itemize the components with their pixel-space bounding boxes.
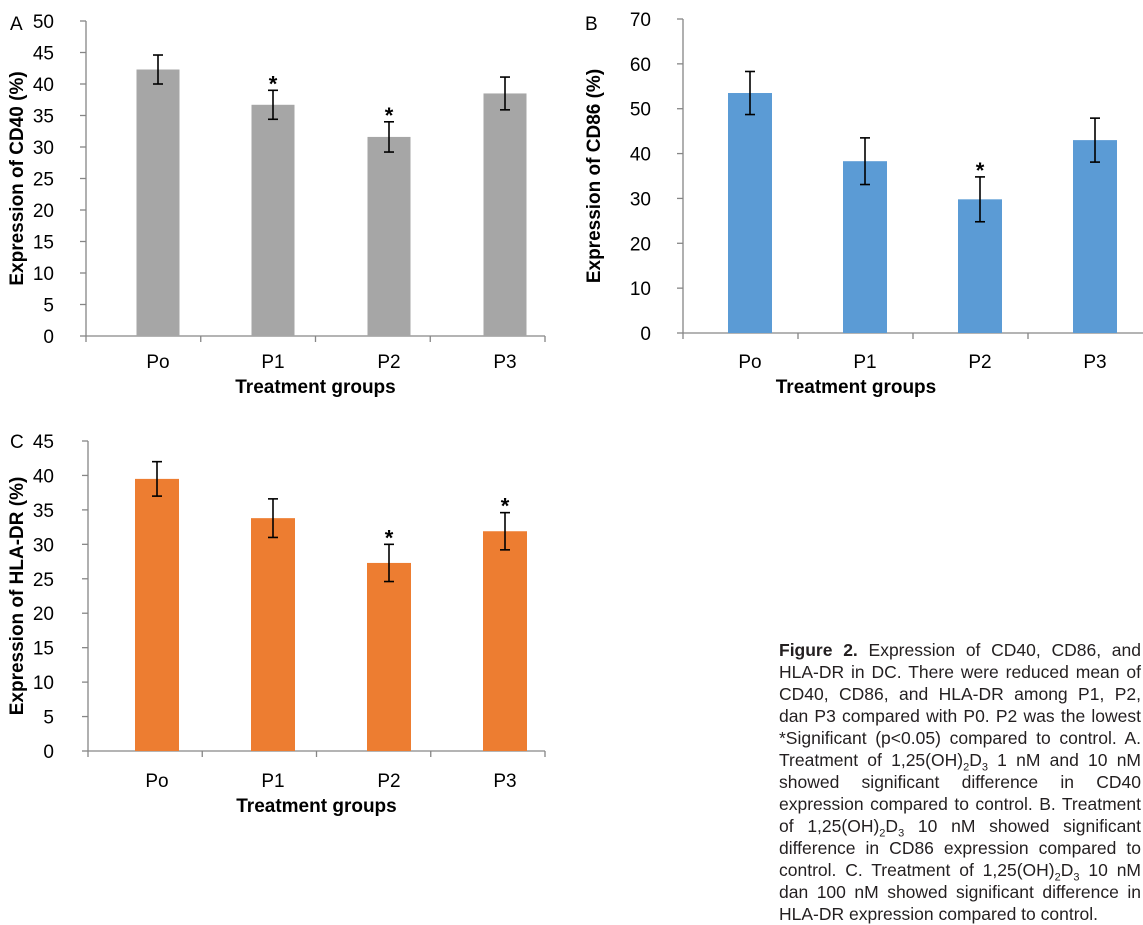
y-tick-label: 35 (33, 107, 54, 128)
bar-po (728, 93, 772, 333)
chart-panel-a: A 0 5 10 15 20 25 30 35 40 45 50 Po * P1 * P2 P3 Treatment… (7, 12, 546, 398)
y-tick-label: 25 (33, 170, 54, 191)
x-category-label: P3 (1083, 352, 1106, 373)
y-tick-label: 20 (33, 201, 54, 222)
caption-text: Expression of CD40, CD86, and HLA-DR in … (779, 640, 1141, 770)
y-tick-label: 15 (33, 639, 54, 660)
significance-marker: * (385, 525, 394, 550)
x-category-label: Po (146, 352, 169, 373)
x-category-label: P3 (493, 771, 516, 792)
x-category-label: P3 (493, 352, 516, 373)
y-tick-label: 40 (33, 466, 54, 487)
significance-marker: * (501, 494, 510, 519)
y-axis-title: Expression of HLA-DR (%) (7, 477, 28, 716)
bar-p3 (483, 531, 527, 751)
significance-marker: * (976, 158, 985, 183)
y-tick-label: 40 (33, 75, 54, 96)
y-tick-label: 10 (33, 673, 54, 694)
x-axis-title: Treatment groups (236, 796, 396, 817)
y-tick-label: 0 (640, 324, 651, 345)
bar-p2 (367, 136, 411, 336)
y-tick-label: 20 (630, 234, 651, 255)
bar-p1 (251, 518, 295, 751)
panel-label: C (10, 432, 24, 453)
y-tick-label: 10 (33, 264, 54, 285)
x-axis-title: Treatment groups (235, 377, 395, 398)
y-tick-label: 0 (43, 742, 54, 763)
bar-p1 (843, 161, 887, 333)
y-tick-label: 70 (630, 10, 651, 31)
y-tick-label: 25 (33, 570, 54, 591)
x-category-label: P1 (853, 352, 876, 373)
bar-p1 (251, 104, 295, 336)
panel-label: B (585, 14, 598, 35)
bar-po (136, 69, 180, 336)
y-tick-label: 30 (33, 535, 54, 556)
caption-label: Figure 2. (779, 640, 858, 660)
y-tick-label: 50 (33, 12, 54, 33)
x-category-label: Po (738, 352, 761, 373)
x-category-label: P2 (377, 352, 400, 373)
panel-label: A (10, 14, 23, 35)
y-axis-title: Expression of CD40 (%) (7, 71, 28, 285)
y-tick-label: 10 (630, 279, 651, 300)
bar-po (135, 478, 179, 751)
y-tick-label: 40 (630, 145, 651, 166)
significance-marker: * (385, 103, 394, 128)
x-category-label: P2 (377, 771, 400, 792)
significance-marker: * (269, 71, 278, 96)
chart-panel-b: B 0 10 20 30 40 50 60 70 Po P1 * P2 P3 Treatment group… (584, 10, 1143, 398)
y-tick-label: 0 (43, 327, 54, 348)
y-tick-label: 45 (33, 432, 54, 453)
y-tick-label: 20 (33, 604, 54, 625)
y-tick-label: 30 (630, 189, 651, 210)
y-tick-label: 35 (33, 501, 54, 522)
chart-panel-c: C 0 5 10 15 20 25 30 35 40 45 Po P1 * P2 * P3 Treatment g… (7, 432, 546, 817)
bar-p3 (1073, 140, 1117, 333)
y-tick-label: 50 (630, 100, 651, 121)
figure-caption: Figure 2. Expression of CD40, CD86, and … (779, 640, 1142, 924)
y-tick-label: 30 (33, 138, 54, 159)
y-tick-label: 5 (43, 296, 54, 317)
x-category-label: P2 (968, 352, 991, 373)
y-tick-label: 60 (630, 55, 651, 76)
x-category-label: P1 (261, 771, 284, 792)
y-axis-title: Expression of CD86 (%) (584, 69, 605, 283)
y-tick-label: 45 (33, 44, 54, 65)
y-tick-label: 5 (43, 708, 54, 729)
bar-p3 (483, 93, 527, 336)
bar-p2 (367, 562, 411, 751)
x-category-label: Po (145, 771, 168, 792)
x-axis-title: Treatment groups (776, 377, 936, 398)
y-tick-label: 15 (33, 233, 54, 254)
x-category-label: P1 (261, 352, 284, 373)
